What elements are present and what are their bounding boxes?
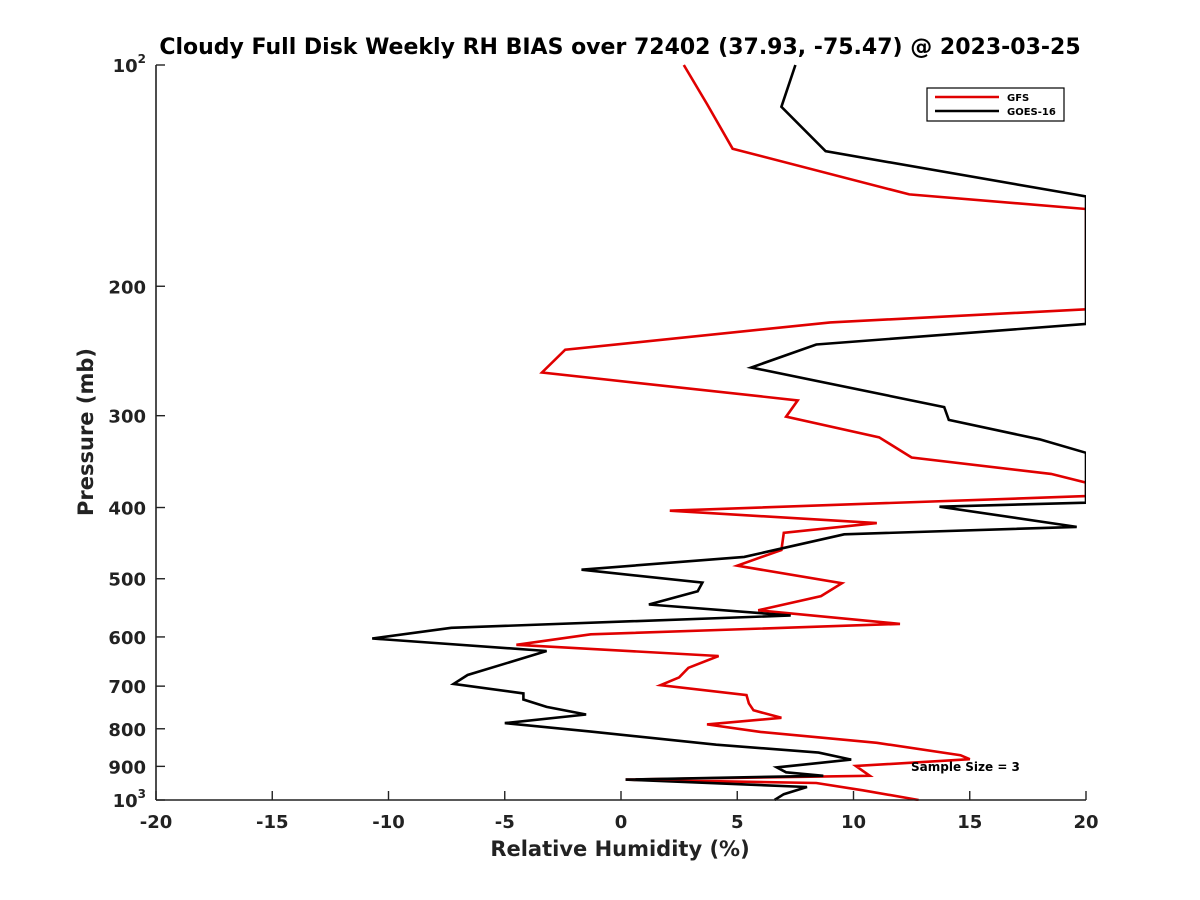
x-tick-label: 10 bbox=[841, 812, 866, 833]
chart-title: Cloudy Full Disk Weekly RH BIAS over 724… bbox=[159, 35, 1080, 60]
x-tick-label: 5 bbox=[731, 812, 744, 833]
x-tick-label: -20 bbox=[140, 812, 173, 833]
x-axis-label: Relative Humidity (%) bbox=[490, 837, 749, 861]
x-tick-label: -5 bbox=[495, 812, 515, 833]
y-tick-label: 400 bbox=[108, 499, 146, 520]
x-tick-label: -15 bbox=[256, 812, 289, 833]
sample-size-annotation: Sample Size = 3 bbox=[911, 760, 1020, 774]
plot-area bbox=[372, 64, 1086, 801]
x-axis: -20 -15 -10 -5 0 5 10 15 20 bbox=[140, 791, 1099, 833]
y-tick-label: 102 bbox=[113, 52, 146, 77]
y-axis-label: Pressure (mb) bbox=[74, 348, 98, 516]
legend-entry: GOES-16 bbox=[1007, 107, 1056, 118]
series-line-goes-16 bbox=[372, 64, 1086, 801]
y-tick-label: 600 bbox=[108, 628, 146, 649]
x-tick-label: 15 bbox=[957, 812, 982, 833]
x-tick-label: 20 bbox=[1073, 812, 1098, 833]
y-axis: 102 200 300 400 500 600 700 800 900 103 bbox=[108, 52, 165, 812]
legend-box bbox=[926, 87, 1065, 122]
y-tick-label: 500 bbox=[108, 570, 146, 591]
y-tick-label: 103 bbox=[113, 787, 146, 812]
x-tick-label: 0 bbox=[615, 812, 628, 833]
series-line-gfs bbox=[516, 64, 1086, 801]
y-tick-label: 700 bbox=[108, 677, 146, 698]
y-tick-label: 900 bbox=[108, 757, 146, 778]
y-tick-label: 200 bbox=[108, 277, 146, 298]
x-tick-label: -10 bbox=[372, 812, 405, 833]
y-tick-label: 300 bbox=[108, 407, 146, 428]
legend-entry: GFS bbox=[1007, 93, 1029, 104]
y-tick-label: 800 bbox=[108, 720, 146, 741]
legend: GFS GOES-16 bbox=[926, 87, 1065, 122]
